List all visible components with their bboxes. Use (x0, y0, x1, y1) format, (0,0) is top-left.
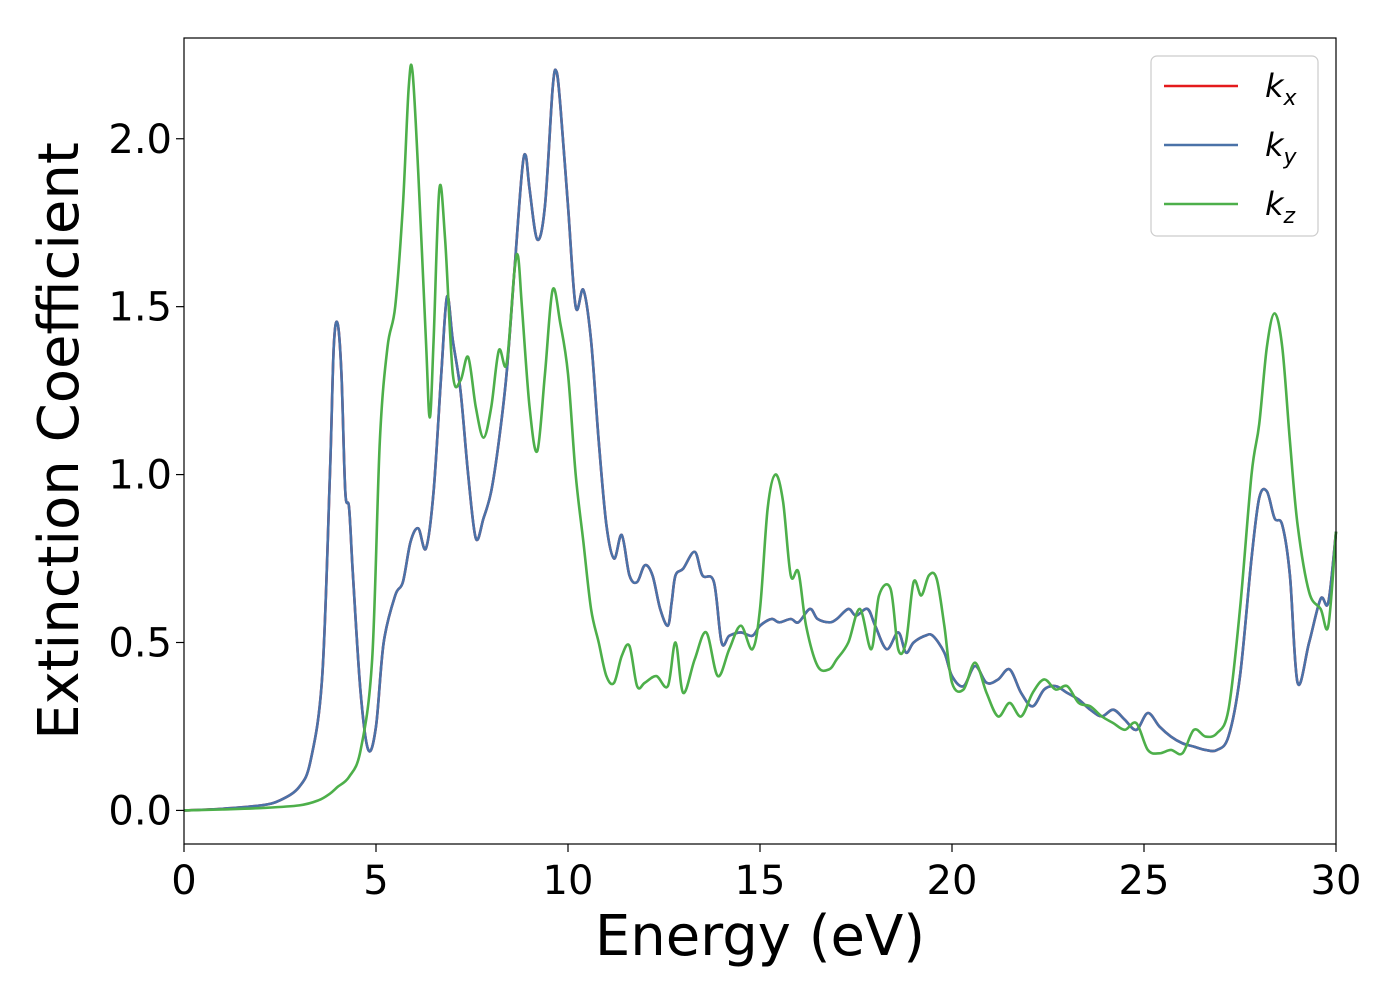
y-tick-label: 1.0 (108, 453, 172, 499)
x-tick-label: 15 (735, 858, 786, 904)
series-layer (183, 63, 1338, 812)
y-tick-label: 0.5 (108, 621, 172, 667)
legend-label-y: ky (1265, 126, 1298, 170)
y-tick-label: 1.5 (108, 285, 172, 331)
series-line-k-y (183, 68, 1338, 812)
x-tick-label: 25 (1119, 858, 1170, 904)
y-tick-label: 2.0 (108, 117, 172, 163)
x-axis: 0 5 10 15 20 25 30 (171, 844, 1361, 904)
x-axis-title: Energy (eV) (595, 904, 925, 969)
legend: kx ky kz (1150, 55, 1319, 237)
y-tick-label: 0.0 (108, 788, 172, 834)
legend-label-x: kx (1265, 67, 1298, 111)
x-tick-label: 0 (171, 858, 196, 904)
y-axis-title: Extinction Coefficient (27, 142, 92, 740)
series-line-k-z (183, 63, 1338, 812)
y-axis: 0.0 0.5 1.0 1.5 2.0 (108, 117, 184, 834)
x-tick-label: 10 (543, 858, 594, 904)
x-tick-label: 5 (363, 858, 388, 904)
legend-label-z: kz (1265, 185, 1296, 229)
x-tick-label: 20 (927, 858, 978, 904)
x-tick-label: 30 (1311, 858, 1362, 904)
